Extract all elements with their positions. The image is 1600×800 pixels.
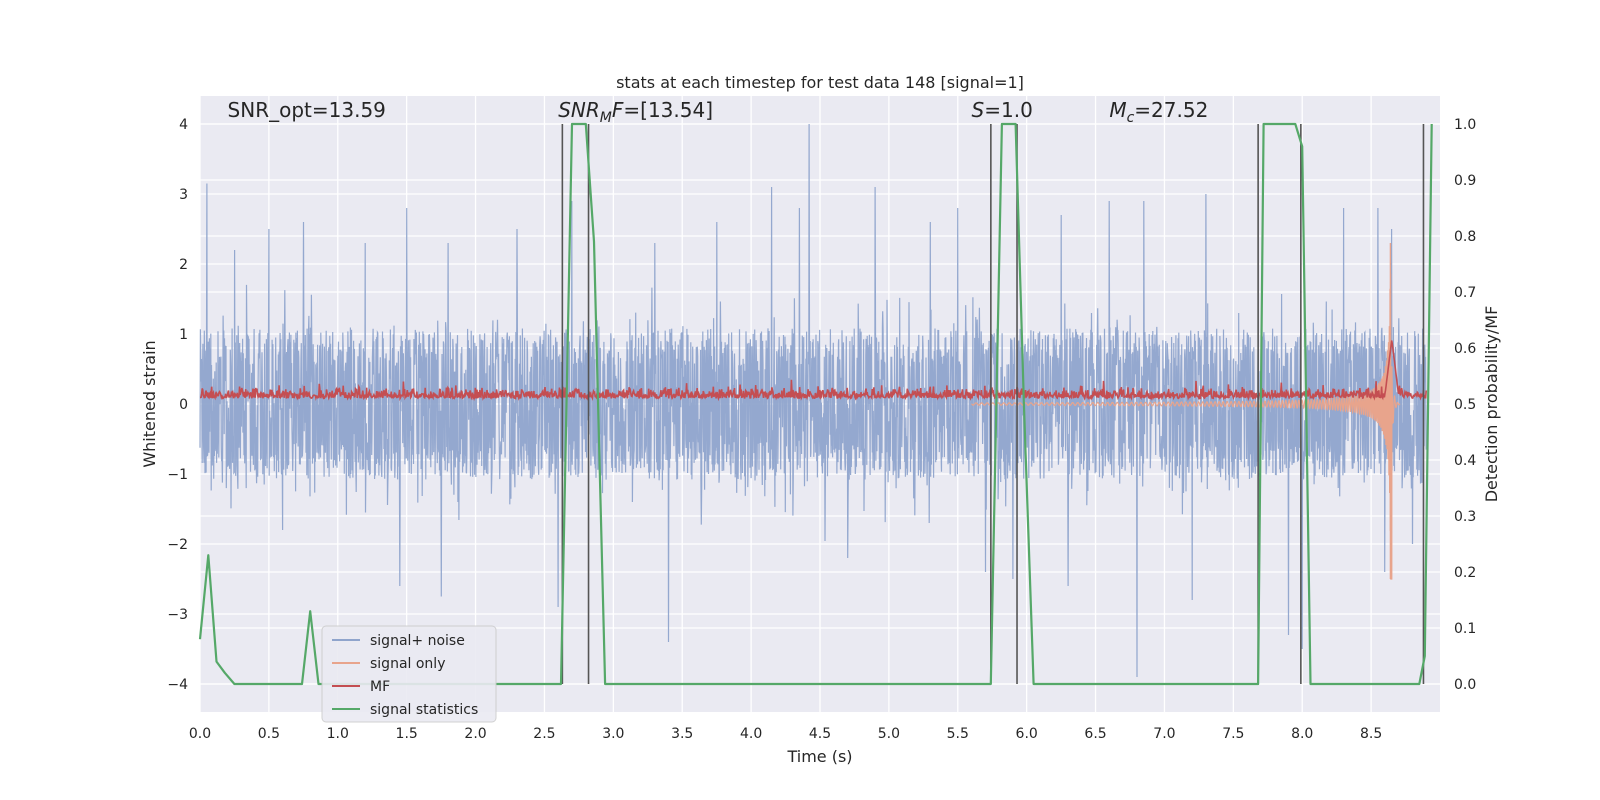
legend: signal+ noise signal only MF signal statist… — [321, 625, 497, 723]
annotation-part: M — [600, 110, 612, 126]
y-right-tick-label: 0.0 — [1454, 677, 1476, 693]
x-tick-label: 2.0 — [464, 726, 486, 742]
y-right-tick-labels: 0.0 0.1 0.2 0.3 0.4 0.5 0.6 0.7 0.8 0.9 1.0 — [1454, 117, 1476, 693]
legend-label: signal+ noise — [370, 633, 465, 649]
y-right-axis-label: Detection probability/MF — [1482, 306, 1501, 503]
y-right-tick-label: 0.7 — [1454, 285, 1476, 301]
series-signal-only — [971, 243, 1401, 580]
x-tick-label: 8.0 — [1291, 726, 1313, 742]
signal-plus-noise-trace — [199, 123, 1427, 678]
x-tick-labels: 0.0 0.5 1.0 1.5 2.0 2.5 3.0 3.5 4.0 4.5 5.0 5.5 6.0 6… — [189, 726, 1382, 742]
y-right-tick-label: 0.2 — [1454, 565, 1476, 581]
annotation-part: c — [1127, 110, 1135, 126]
x-tick-label: 7.0 — [1153, 726, 1175, 742]
y-axis-label: Whitened strain — [140, 340, 159, 467]
annotation-part: SNR_opt=13.59 — [228, 98, 386, 122]
x-tick-label: 3.0 — [602, 726, 624, 742]
legend-label: signal statistics — [370, 702, 478, 718]
mf-trace — [199, 340, 1427, 402]
y-right-tick-label: 0.6 — [1454, 341, 1476, 357]
x-tick-label: 4.5 — [809, 726, 831, 742]
x-tick-label: 6.0 — [1016, 726, 1038, 742]
series-signal-statistics — [198, 122, 1433, 686]
y-tick-labels: −4 −3 −2 −1 0 1 2 3 4 — [167, 117, 188, 693]
signal-only-trace — [971, 273, 1401, 580]
y-tick-label: 1 — [179, 327, 188, 343]
x-tick-label: 3.5 — [671, 726, 693, 742]
y-tick-label: −4 — [167, 677, 188, 693]
x-tick-label: 2.5 — [533, 726, 555, 742]
legend-box — [321, 625, 497, 723]
y-tick-label: 3 — [179, 187, 188, 203]
x-tick-label: 0.5 — [258, 726, 280, 742]
annotation-text: Mc=27.52 — [1109, 98, 1208, 126]
y-tick-label: 0 — [179, 397, 188, 413]
series-mf — [199, 340, 1427, 402]
x-axis-label: Time (s) — [786, 747, 852, 766]
annotations: SNR_opt=13.59 SNRMF=[13.54] S=1.0 Mc=27.52 — [228, 98, 1209, 126]
annotation-part: =1.0 — [984, 98, 1033, 122]
x-tick-label: 1.0 — [327, 726, 349, 742]
annotation-text: S=1.0 — [972, 98, 1033, 122]
y-tick-label: 2 — [179, 257, 188, 273]
y-tick-label: −2 — [167, 537, 188, 553]
detection-vlines — [561, 124, 1425, 684]
y-right-tick-label: 0.5 — [1454, 397, 1476, 413]
y-tick-label: −3 — [167, 607, 188, 623]
annotation-part: =27.52 — [1134, 98, 1208, 122]
y-right-tick-label: 0.8 — [1454, 229, 1476, 245]
y-right-tick-label: 0.3 — [1454, 509, 1476, 525]
annotation-part: S — [972, 98, 985, 122]
annotation-text: SNR_opt=13.59 — [228, 98, 386, 122]
y-tick-label: −1 — [167, 467, 188, 483]
annotation-part: =[13.54] — [623, 98, 713, 122]
series-signal-plus-noise — [199, 123, 1427, 678]
x-tick-label: 7.5 — [1222, 726, 1244, 742]
y-right-tick-label: 0.4 — [1454, 453, 1476, 469]
annotation-part: SNR — [558, 98, 600, 122]
y-right-tick-label: 0.9 — [1454, 173, 1476, 189]
x-tick-label: 6.5 — [1084, 726, 1106, 742]
x-tick-label: 1.5 — [396, 726, 418, 742]
signal-statistics-line — [198, 122, 1433, 686]
y-right-tick-label: 0.1 — [1454, 621, 1476, 637]
annotation-text: SNRMF=[13.54] — [558, 98, 713, 126]
x-tick-label: 4.0 — [740, 726, 762, 742]
annotation-part: M — [1109, 98, 1126, 122]
x-tick-label: 5.5 — [947, 726, 969, 742]
chart-title: stats at each timestep for test data 148… — [616, 73, 1024, 92]
legend-label: MF — [370, 679, 390, 695]
x-tick-label: 5.0 — [878, 726, 900, 742]
y-tick-label: 4 — [179, 117, 188, 133]
annotation-part: F — [612, 98, 624, 122]
x-tick-label: 8.5 — [1360, 726, 1382, 742]
legend-label: signal only — [370, 656, 445, 672]
x-tick-label: 0.0 — [189, 726, 211, 742]
y-right-tick-label: 1.0 — [1454, 117, 1476, 133]
